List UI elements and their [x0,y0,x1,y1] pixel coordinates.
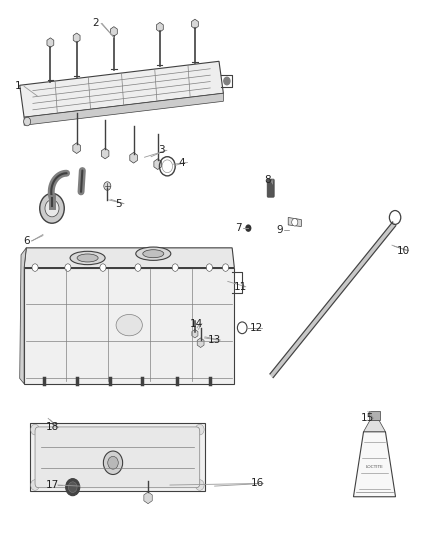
Polygon shape [24,93,223,125]
Polygon shape [20,248,26,384]
Polygon shape [288,217,301,227]
Circle shape [103,451,123,474]
Circle shape [195,480,204,490]
Circle shape [195,424,204,435]
Text: 8: 8 [264,175,271,184]
Text: 10: 10 [396,246,410,255]
Circle shape [68,482,77,492]
Circle shape [45,200,59,217]
Polygon shape [369,411,380,420]
Circle shape [66,479,80,496]
Text: 15: 15 [361,414,374,423]
Text: 1: 1 [15,82,22,91]
Text: 2: 2 [92,19,99,28]
Polygon shape [353,432,396,497]
Polygon shape [20,61,223,117]
Circle shape [172,264,178,271]
Text: 17: 17 [46,480,59,490]
Circle shape [31,424,39,435]
Circle shape [292,219,298,226]
Polygon shape [24,248,234,268]
Text: 3: 3 [158,146,165,155]
Ellipse shape [70,251,105,265]
FancyBboxPatch shape [267,179,274,197]
Ellipse shape [116,314,142,336]
Ellipse shape [136,247,171,260]
Text: 4: 4 [178,158,185,167]
Circle shape [104,182,111,190]
Polygon shape [270,222,396,378]
Text: 18: 18 [46,423,59,432]
Ellipse shape [77,254,98,262]
Circle shape [100,264,106,271]
Text: 11: 11 [233,282,247,292]
Circle shape [65,264,71,271]
Polygon shape [30,423,205,491]
Circle shape [40,193,64,223]
Ellipse shape [143,249,164,257]
Circle shape [24,117,31,126]
Circle shape [245,224,251,232]
Circle shape [206,264,212,271]
Circle shape [135,264,141,271]
Text: 13: 13 [208,335,221,345]
Circle shape [108,456,118,469]
Text: 16: 16 [251,479,264,488]
Text: 14: 14 [190,319,203,328]
Circle shape [224,77,230,85]
Circle shape [32,264,38,271]
Circle shape [31,480,39,490]
FancyBboxPatch shape [35,427,200,488]
Text: 6: 6 [23,236,30,246]
Text: LOCTITE: LOCTITE [366,465,383,470]
Text: 12: 12 [250,323,263,333]
Circle shape [223,264,229,271]
Text: 5: 5 [115,199,122,208]
Polygon shape [24,268,234,384]
Polygon shape [364,420,385,432]
Text: 7: 7 [235,223,242,233]
Text: 9: 9 [276,225,283,235]
